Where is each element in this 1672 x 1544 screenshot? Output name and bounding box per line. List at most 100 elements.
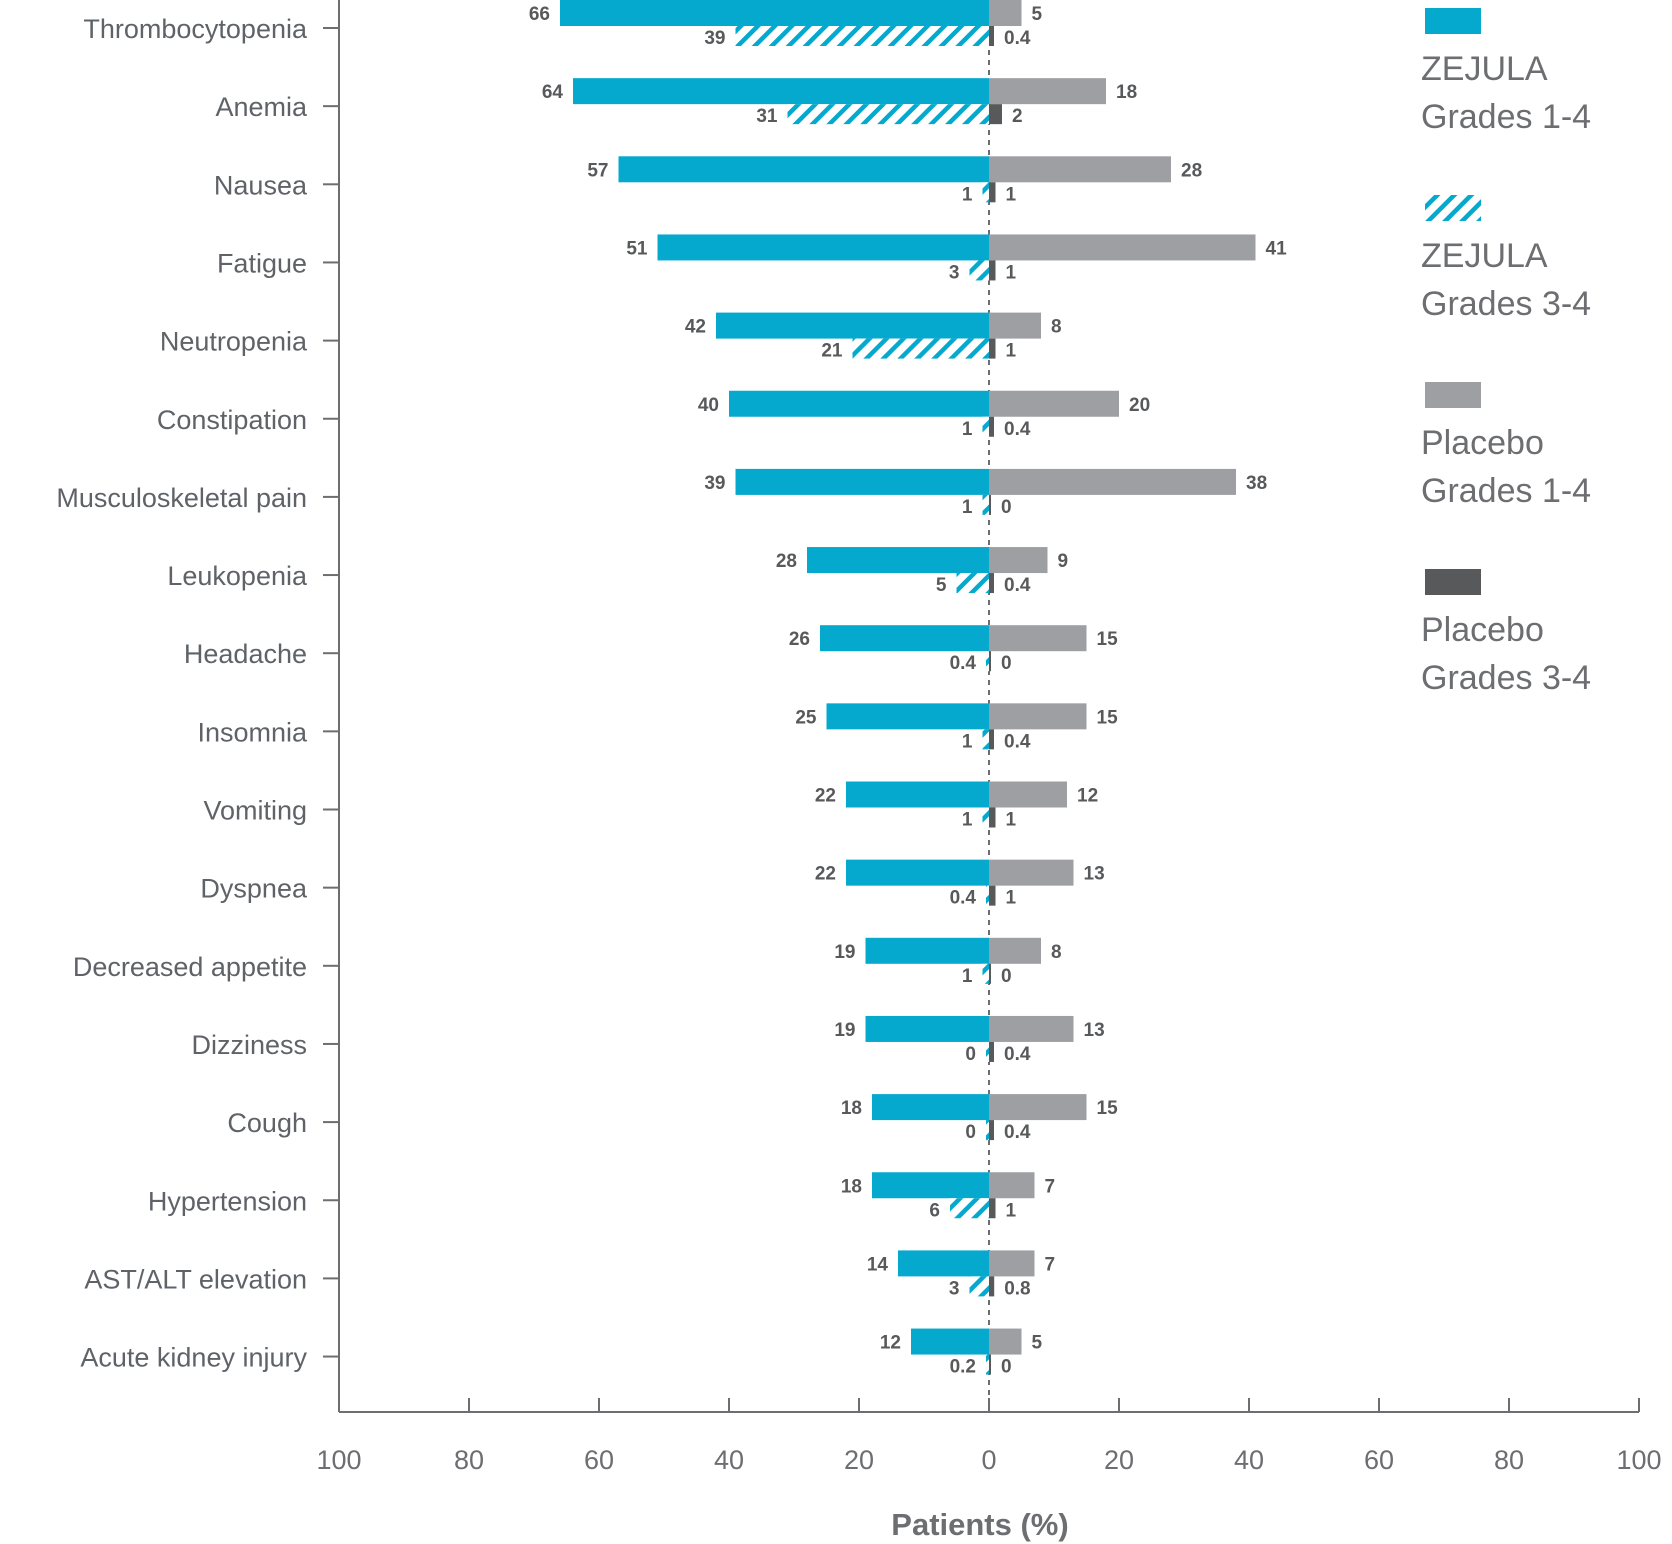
value-label-zejula-grades-1-4: 64	[542, 82, 564, 103]
x-tick-label: 40	[714, 1445, 744, 1475]
bar-placebo-grades-1-4	[989, 1250, 1035, 1277]
value-label-zejula-grades-1-4: 51	[626, 238, 648, 259]
bar-placebo-grades-1-4	[989, 1015, 1074, 1042]
category-label: Headache	[184, 639, 307, 669]
x-tick-label: 80	[454, 1445, 484, 1475]
legend-label-line2: Grades 3-4	[1421, 285, 1591, 323]
bar-zejula-grades-1-4	[826, 703, 989, 730]
x-tick-label: 40	[1234, 1445, 1264, 1475]
category-label: Cough	[227, 1108, 307, 1138]
bar-placebo-grades-1-4	[989, 0, 1022, 26]
bar-zejula-grades-3-4	[735, 26, 989, 46]
value-label-placebo-grades-1-4: 15	[1097, 707, 1119, 728]
value-label-zejula-grades-3-4: 21	[821, 341, 843, 362]
legend-label-line2: Grades 1-4	[1421, 98, 1591, 136]
category-label: Thrombocytopenia	[83, 14, 308, 44]
value-label-placebo-grades-1-4: 41	[1266, 238, 1288, 259]
legend-swatch	[1425, 382, 1481, 408]
bar-placebo-grades-3-4	[989, 1041, 994, 1062]
value-label-zejula-grades-3-4: 1	[962, 810, 973, 831]
value-label-zejula-grades-3-4: 6	[929, 1200, 940, 1221]
category-label: Leukopenia	[167, 561, 308, 591]
value-label-zejula-grades-3-4: 1	[962, 497, 973, 518]
value-label-zejula-grades-1-4: 66	[529, 4, 550, 25]
category-label: Dyspnea	[200, 874, 308, 904]
bar-zejula-grades-3-4	[986, 651, 989, 672]
value-label-zejula-grades-3-4: 1	[962, 966, 973, 987]
category-label: Vomiting	[203, 796, 307, 826]
bar-zejula-grades-3-4	[982, 494, 989, 515]
bar-zejula-grades-1-4	[872, 1094, 989, 1121]
value-label-placebo-grades-3-4: 1	[1006, 1200, 1017, 1221]
value-label-zejula-grades-3-4: 0.2	[950, 1357, 976, 1378]
bar-placebo-grades-1-4	[989, 468, 1236, 495]
value-label-placebo-grades-1-4: 5	[1032, 1333, 1043, 1354]
bar-zejula-grades-1-4	[573, 78, 989, 105]
bar-placebo-grades-3-4	[989, 885, 996, 906]
value-label-zejula-grades-3-4: 1	[962, 419, 973, 440]
legend-swatch	[1425, 195, 1481, 221]
value-label-zejula-grades-3-4: 0	[965, 1044, 976, 1065]
value-label-zejula-grades-1-4: 57	[587, 160, 608, 181]
value-label-placebo-grades-3-4: 0	[1001, 966, 1012, 987]
value-label-placebo-grades-1-4: 9	[1058, 551, 1069, 572]
value-label-zejula-grades-3-4: 1	[962, 731, 973, 752]
bar-placebo-grades-3-4	[989, 1120, 994, 1141]
bar-zejula-grades-3-4	[986, 1120, 989, 1141]
bar-zejula-grades-3-4	[950, 1198, 989, 1219]
legend-swatch	[1425, 569, 1481, 595]
bar-placebo-grades-1-4	[989, 312, 1041, 339]
legend-label-line2: Grades 3-4	[1421, 659, 1591, 697]
x-tick-label: 100	[316, 1445, 361, 1475]
value-label-zejula-grades-3-4: 39	[704, 28, 725, 49]
bar-placebo-grades-1-4	[989, 781, 1067, 808]
legend-label-line1: ZEJULA	[1421, 50, 1548, 88]
value-label-zejula-grades-3-4: 1	[962, 184, 973, 205]
bar-placebo-grades-1-4	[989, 156, 1171, 183]
value-label-placebo-grades-3-4: 0.8	[1004, 1278, 1030, 1299]
bar-zejula-grades-3-4	[982, 182, 989, 203]
bar-zejula-grades-1-4	[729, 390, 989, 417]
value-label-zejula-grades-1-4: 28	[776, 551, 797, 572]
value-label-zejula-grades-1-4: 18	[841, 1176, 862, 1197]
bar-placebo-grades-1-4	[989, 1094, 1087, 1121]
value-label-placebo-grades-3-4: 1	[1006, 262, 1017, 283]
value-label-placebo-grades-1-4: 15	[1097, 1098, 1119, 1119]
bar-placebo-grades-3-4	[989, 1198, 996, 1219]
bar-zejula-grades-1-4	[820, 625, 989, 652]
value-label-zejula-grades-1-4: 25	[795, 707, 817, 728]
value-label-zejula-grades-1-4: 18	[841, 1098, 862, 1119]
bar-placebo-grades-3-4	[989, 494, 991, 515]
bar-zejula-grades-1-4	[865, 1015, 989, 1042]
bar-zejula-grades-1-4	[911, 1328, 989, 1355]
value-label-zejula-grades-3-4: 3	[949, 1278, 960, 1299]
bar-zejula-grades-3-4	[986, 885, 989, 906]
value-label-zejula-grades-3-4: 0.4	[950, 888, 977, 909]
bars	[560, 0, 1256, 1375]
value-label-placebo-grades-1-4: 7	[1045, 1176, 1056, 1197]
value-label-placebo-grades-1-4: 13	[1084, 864, 1105, 885]
value-label-placebo-grades-3-4: 1	[1006, 184, 1017, 205]
x-axis-title: Patients (%)	[891, 1507, 1068, 1542]
x-tick-label: 100	[1616, 1445, 1661, 1475]
value-label-placebo-grades-1-4: 12	[1077, 786, 1098, 807]
bar-zejula-grades-3-4	[969, 260, 989, 281]
bar-placebo-grades-3-4	[989, 1276, 995, 1297]
value-label-placebo-grades-1-4: 38	[1246, 473, 1267, 494]
bar-zejula-grades-1-4	[618, 156, 989, 183]
value-label-zejula-grades-1-4: 42	[685, 317, 706, 338]
bar-placebo-grades-3-4	[989, 651, 991, 672]
category-label: Neutropenia	[160, 327, 308, 357]
legend-label-line2: Grades 1-4	[1421, 472, 1591, 510]
value-label-placebo-grades-3-4: 0.4	[1004, 1044, 1031, 1065]
bar-placebo-grades-3-4	[989, 963, 991, 984]
bar-zejula-grades-1-4	[657, 234, 989, 261]
bar-placebo-grades-3-4	[989, 26, 994, 46]
value-label-zejula-grades-1-4: 26	[789, 629, 810, 650]
bar-placebo-grades-3-4	[989, 729, 994, 750]
x-tick-label: 20	[1104, 1445, 1134, 1475]
bar-zejula-grades-3-4	[982, 729, 989, 750]
category-label: Insomnia	[197, 717, 308, 747]
value-label-placebo-grades-1-4: 8	[1051, 317, 1062, 338]
